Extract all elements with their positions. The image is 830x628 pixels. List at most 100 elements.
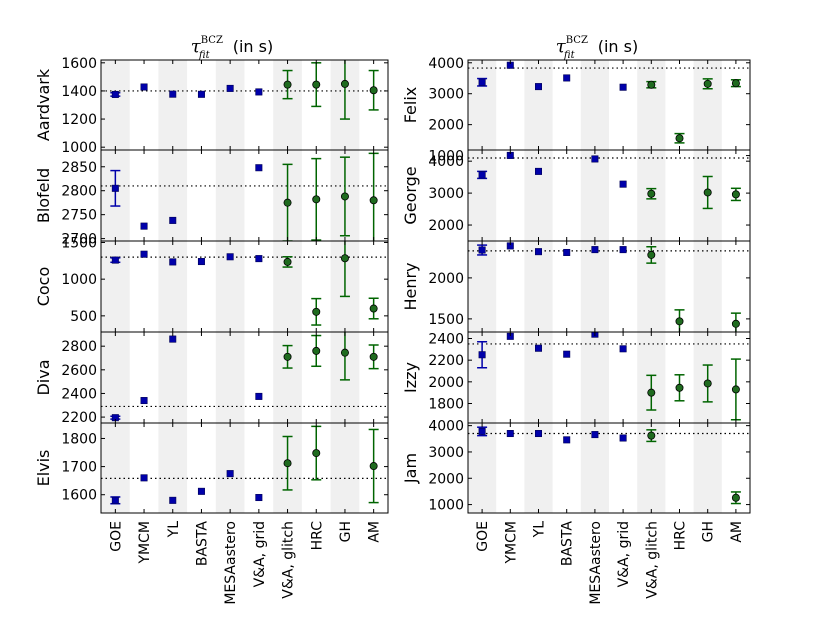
y-tick-label: 2200 bbox=[61, 410, 97, 426]
point-coco-goe bbox=[110, 256, 121, 264]
band-goe bbox=[468, 423, 497, 513]
y-tick-label: 2000 bbox=[428, 375, 464, 391]
marker-circle bbox=[369, 352, 378, 361]
band-mesaastero bbox=[580, 241, 609, 332]
band-goe bbox=[101, 60, 130, 150]
marker-square bbox=[169, 496, 177, 504]
marker-square bbox=[534, 83, 542, 91]
marker-square bbox=[140, 83, 148, 91]
band-mesaastero bbox=[580, 60, 609, 150]
band-goe bbox=[101, 241, 130, 332]
point-izzy-v-a-glitch bbox=[646, 374, 657, 411]
y-axis: 2200 2400 2600 2800 bbox=[61, 339, 388, 426]
point-coco-am bbox=[368, 297, 379, 320]
panel-george: 2000 3000 4000 George bbox=[401, 149, 751, 242]
panel-felix: 1000 2000 3000 4000 Felix bbox=[401, 56, 751, 165]
point-aardvark-goe bbox=[110, 90, 121, 98]
band-mesaastero bbox=[215, 332, 245, 423]
marker-square bbox=[226, 253, 234, 261]
marker-square bbox=[534, 248, 542, 256]
point-elvis-v-a-grid bbox=[255, 494, 263, 502]
point-coco-basta bbox=[197, 258, 205, 266]
point-jam-yl bbox=[534, 430, 542, 438]
y-axis: 1500 2000 bbox=[428, 271, 750, 328]
marker-circle bbox=[283, 459, 292, 468]
x-tick-label-yl: YL bbox=[532, 521, 548, 539]
band-gh bbox=[330, 423, 360, 513]
marker-square bbox=[534, 167, 542, 175]
band-mesaastero bbox=[215, 423, 245, 513]
panel-diva: 2200 2400 2600 2800 Diva bbox=[34, 331, 389, 426]
band-yl bbox=[524, 241, 553, 332]
y-tick-label: 4000 bbox=[428, 154, 464, 170]
marker-circle bbox=[283, 352, 292, 361]
marker-circle bbox=[703, 79, 712, 88]
point-coco-mesaastero bbox=[226, 253, 234, 261]
y-axis-label: Izzy bbox=[401, 362, 420, 393]
x-tick-label-goe: GOE bbox=[475, 521, 491, 552]
point-aardvark-yl bbox=[169, 90, 177, 98]
y-axis-label: Jam bbox=[401, 453, 420, 484]
panel-frame bbox=[467, 422, 751, 514]
y-tick-label: 2000 bbox=[428, 118, 464, 134]
marker-circle bbox=[731, 190, 740, 199]
marker-square bbox=[140, 397, 148, 405]
point-elvis-hrc bbox=[311, 425, 322, 481]
marker-circle bbox=[312, 80, 321, 89]
point-elvis-goe bbox=[110, 496, 121, 505]
point-aardvark-v-a-grid bbox=[255, 88, 263, 96]
band-yl bbox=[158, 241, 188, 332]
y-tick-label: 2000 bbox=[428, 218, 464, 234]
point-jam-v-a-glitch bbox=[646, 429, 657, 443]
marker-square bbox=[534, 430, 542, 438]
marker-square bbox=[478, 246, 486, 254]
point-george-yl bbox=[534, 167, 542, 175]
point-felix-gh bbox=[702, 78, 713, 90]
marker-square bbox=[255, 164, 263, 172]
marker-square bbox=[140, 250, 148, 258]
marker-circle bbox=[675, 317, 684, 326]
point-diva-hrc bbox=[311, 334, 322, 368]
y-tick-label: 2750 bbox=[61, 208, 97, 224]
point-jam-mesaastero bbox=[591, 431, 599, 439]
marker-square bbox=[619, 434, 627, 442]
point-george-v-a-grid bbox=[619, 180, 627, 188]
point-elvis-basta bbox=[197, 487, 205, 495]
point-coco-v-a-grid bbox=[255, 255, 263, 263]
x-tick-label-am: AM bbox=[367, 521, 383, 543]
y-tick-label: 2850 bbox=[61, 160, 97, 176]
band-v-a-glitch bbox=[637, 60, 666, 150]
point-felix-goe bbox=[477, 77, 488, 87]
point-coco-v-a-glitch bbox=[282, 256, 293, 268]
band-yl bbox=[524, 423, 553, 513]
marker-square bbox=[619, 345, 627, 353]
marker-square bbox=[563, 350, 571, 358]
marker-circle bbox=[731, 79, 740, 88]
band-goe bbox=[468, 150, 497, 241]
band-yl bbox=[158, 332, 188, 423]
y-tick-label: 2000 bbox=[428, 271, 464, 287]
point-izzy-basta bbox=[563, 350, 571, 358]
marker-circle bbox=[340, 79, 349, 88]
point-jam-ymcm bbox=[506, 430, 514, 438]
marker-square bbox=[111, 90, 119, 98]
point-felix-v-a-grid bbox=[619, 83, 627, 91]
marker-square bbox=[619, 180, 627, 188]
marker-square bbox=[255, 494, 263, 502]
point-felix-basta bbox=[563, 74, 571, 82]
marker-circle bbox=[675, 383, 684, 392]
point-henry-basta bbox=[563, 248, 571, 256]
column-title-text: τBCZ fit (in s) bbox=[191, 35, 273, 61]
y-tick-label: 1800 bbox=[428, 397, 464, 413]
marker-square bbox=[111, 496, 119, 504]
point-izzy-gh bbox=[702, 364, 713, 403]
panel-izzy: 1800 2000 2200 2400 Izzy bbox=[401, 331, 751, 424]
column-title-1: τBCZ fit (in s) bbox=[191, 35, 273, 61]
point-blofeld-v-a-glitch bbox=[282, 163, 293, 241]
y-tick-label: 1000 bbox=[428, 149, 464, 165]
y-tick-label: 1000 bbox=[61, 140, 97, 156]
x-tick-label-am: AM bbox=[729, 521, 745, 543]
y-axis-label: Elvis bbox=[34, 450, 53, 487]
point-felix-v-a-glitch bbox=[646, 80, 657, 89]
marker-square bbox=[478, 427, 486, 435]
